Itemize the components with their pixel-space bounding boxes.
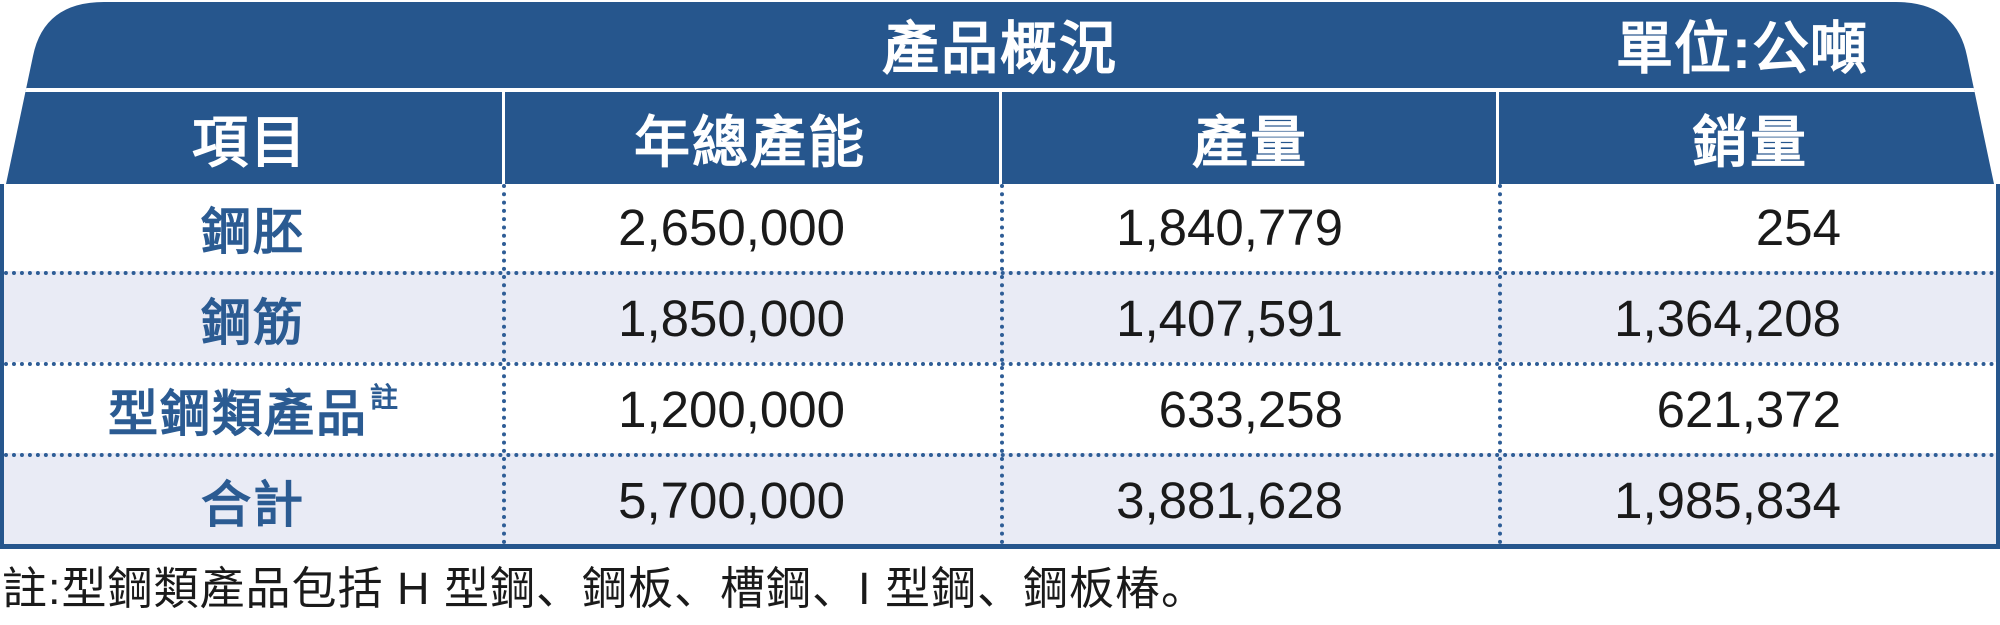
column-header-sales: 銷量 (1692, 110, 1808, 174)
unit-label: 單位:公噸 (1616, 17, 1868, 81)
row-label: 鋼胚 (4, 184, 502, 271)
table-header-background (6, 2, 1994, 184)
row-label: 型鋼類產品註 (4, 366, 502, 453)
column-header-item: 項目 (192, 110, 308, 174)
row-label-text: 型鋼類產品 (107, 385, 368, 442)
table-row-rebar: 鋼筋 1,850,000 1,407,591 1,364,208 (4, 271, 1996, 362)
row-label-text: 鋼胚 (201, 203, 305, 260)
row-label-text: 鋼筋 (201, 294, 305, 351)
column-header-row: 項目 年總產能 產量 銷量 (0, 92, 2000, 184)
cell-production: 1,840,779 (1000, 184, 1498, 271)
cell-production: 1,407,591 (1000, 275, 1498, 362)
table-title-band: 產品概況 (0, 0, 2000, 88)
row-label: 鋼筋 (4, 275, 502, 362)
cell-sales: 1,985,834 (1498, 457, 1996, 544)
cell-production: 3,881,628 (1000, 457, 1498, 544)
table-row-total: 合計 5,700,000 3,881,628 1,985,834 (4, 453, 1996, 544)
cell-sales: 1,364,208 (1498, 275, 1996, 362)
row-label-text: 合計 (201, 476, 305, 533)
row-label: 合計 (4, 457, 502, 544)
cell-sales: 254 (1498, 184, 1996, 271)
column-header-production: 產量 (1192, 110, 1308, 174)
table-row-steel-billet: 鋼胚 2,650,000 1,840,779 254 (4, 184, 1996, 271)
cell-annual-capacity: 1,200,000 (502, 366, 1000, 453)
cell-sales: 621,372 (1498, 366, 1996, 453)
unit-label-wrap: 單位:公噸 (1616, 0, 1868, 88)
cell-annual-capacity: 5,700,000 (502, 457, 1000, 544)
cell-production: 633,258 (1000, 366, 1498, 453)
table-row-section-steel: 型鋼類產品註 1,200,000 633,258 621,372 (4, 362, 1996, 453)
column-header-annual-capacity: 年總產能 (634, 110, 866, 174)
page-title: 產品概況 (882, 17, 1118, 81)
footnote: 註:型鋼類產品包括 H 型鋼、鋼板、槽鋼、I 型鋼、鋼板椿。 (2, 563, 1208, 614)
footnote-marker: 註 (369, 381, 400, 413)
cell-annual-capacity: 1,850,000 (502, 275, 1000, 362)
cell-annual-capacity: 2,650,000 (502, 184, 1000, 271)
table-body: 鋼胚 2,650,000 1,840,779 254 鋼筋 1,850,000 … (0, 184, 2000, 549)
